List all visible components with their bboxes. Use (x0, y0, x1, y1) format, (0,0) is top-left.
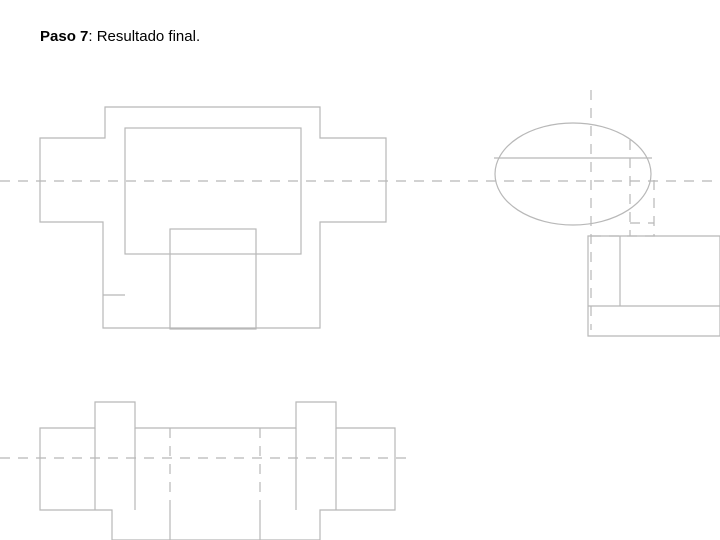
page: Paso 7: Resultado final. (0, 0, 720, 540)
drawing-canvas (0, 0, 720, 540)
